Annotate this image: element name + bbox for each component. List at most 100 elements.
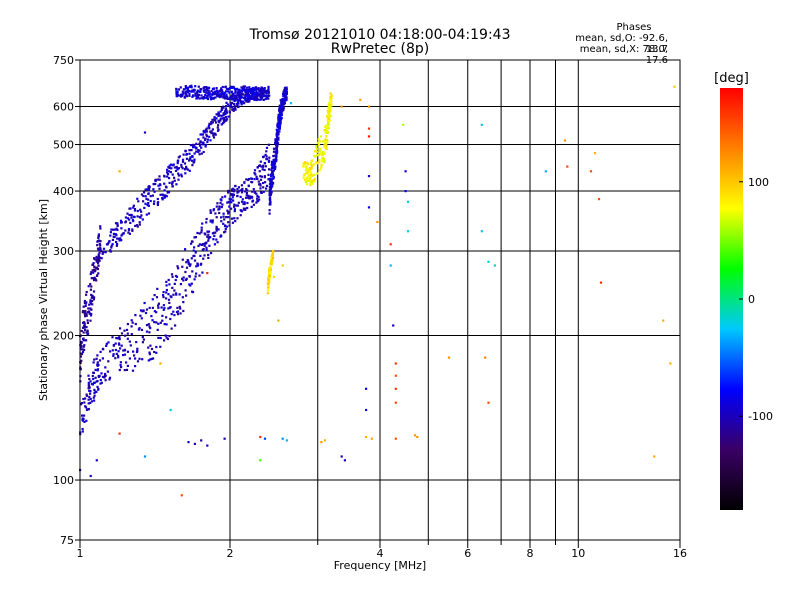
data-point (116, 337, 119, 340)
data-point (129, 207, 132, 210)
data-point (79, 403, 83, 406)
data-point (306, 179, 310, 182)
data-point (90, 285, 93, 288)
data-point (247, 89, 250, 92)
data-point (273, 162, 277, 165)
data-point (225, 93, 228, 96)
data-point (487, 401, 490, 404)
data-point (259, 191, 263, 194)
data-point (117, 354, 120, 357)
data-point (169, 295, 172, 298)
data-point (89, 314, 93, 317)
data-point (132, 206, 135, 209)
data-point (117, 350, 120, 353)
data-point (180, 94, 183, 97)
data-point (275, 134, 278, 137)
data-point (279, 111, 282, 114)
data-point (197, 244, 200, 248)
data-point (189, 158, 192, 161)
data-point (246, 92, 249, 95)
data-point (315, 147, 318, 151)
data-point (223, 110, 227, 113)
data-point (265, 92, 268, 95)
data-point (219, 92, 222, 96)
data-point (161, 197, 164, 200)
data-point (200, 146, 203, 149)
data-point (599, 281, 603, 284)
data-point (130, 319, 133, 322)
data-point (94, 278, 97, 281)
data-point (272, 176, 275, 179)
data-point (228, 197, 231, 200)
data-point (97, 236, 100, 240)
data-point (152, 202, 156, 205)
data-point (81, 427, 84, 431)
data-point (120, 332, 124, 335)
data-point (242, 85, 245, 88)
data-point (319, 148, 322, 151)
data-point (544, 170, 547, 173)
data-point (119, 361, 122, 364)
data-point (144, 195, 147, 198)
data-point (216, 241, 219, 244)
data-point (81, 350, 85, 354)
data-point (245, 100, 248, 103)
data-point (83, 414, 86, 417)
data-point (275, 158, 278, 161)
data-point (82, 305, 85, 308)
data-point (106, 370, 109, 373)
data-point (97, 235, 100, 238)
data-point (100, 257, 103, 260)
data-point (105, 342, 108, 345)
data-point (243, 203, 246, 206)
data-point (151, 319, 154, 322)
data-point (267, 178, 270, 181)
data-point (193, 160, 196, 163)
data-point (185, 90, 188, 93)
data-point (126, 350, 129, 353)
data-point (145, 213, 148, 216)
data-point (231, 221, 234, 224)
data-point (147, 346, 150, 349)
data-point (203, 86, 206, 89)
data-point (89, 392, 92, 395)
data-point (281, 101, 285, 104)
data-point (316, 162, 319, 165)
data-point (263, 94, 266, 97)
data-point (97, 388, 100, 391)
data-point (214, 212, 217, 215)
data-point (124, 216, 127, 219)
data-point (402, 123, 405, 126)
data-point (268, 191, 271, 195)
data-point (231, 196, 234, 199)
data-point (253, 178, 256, 181)
data-point (212, 238, 215, 241)
data-point (231, 94, 234, 97)
data-point (269, 193, 272, 196)
data-point (260, 88, 263, 91)
data-point (122, 354, 125, 357)
data-point (210, 121, 213, 124)
data-point (278, 125, 281, 129)
data-point (241, 188, 244, 191)
data-point (563, 139, 567, 142)
data-point (218, 121, 221, 124)
data-point (304, 178, 307, 181)
data-point (258, 170, 261, 173)
data-point (195, 272, 198, 275)
data-point (188, 159, 191, 162)
data-point (309, 168, 312, 171)
data-point (279, 99, 282, 102)
data-point (310, 163, 313, 167)
data-point (156, 202, 159, 205)
data-point (84, 406, 88, 409)
data-point (136, 209, 139, 213)
data-point (328, 119, 331, 122)
data-point (99, 248, 102, 251)
data-point (175, 183, 178, 186)
data-point (143, 455, 147, 458)
data-point (112, 354, 115, 357)
data-point (81, 311, 84, 314)
data-point (227, 115, 230, 118)
data-point (167, 191, 171, 194)
